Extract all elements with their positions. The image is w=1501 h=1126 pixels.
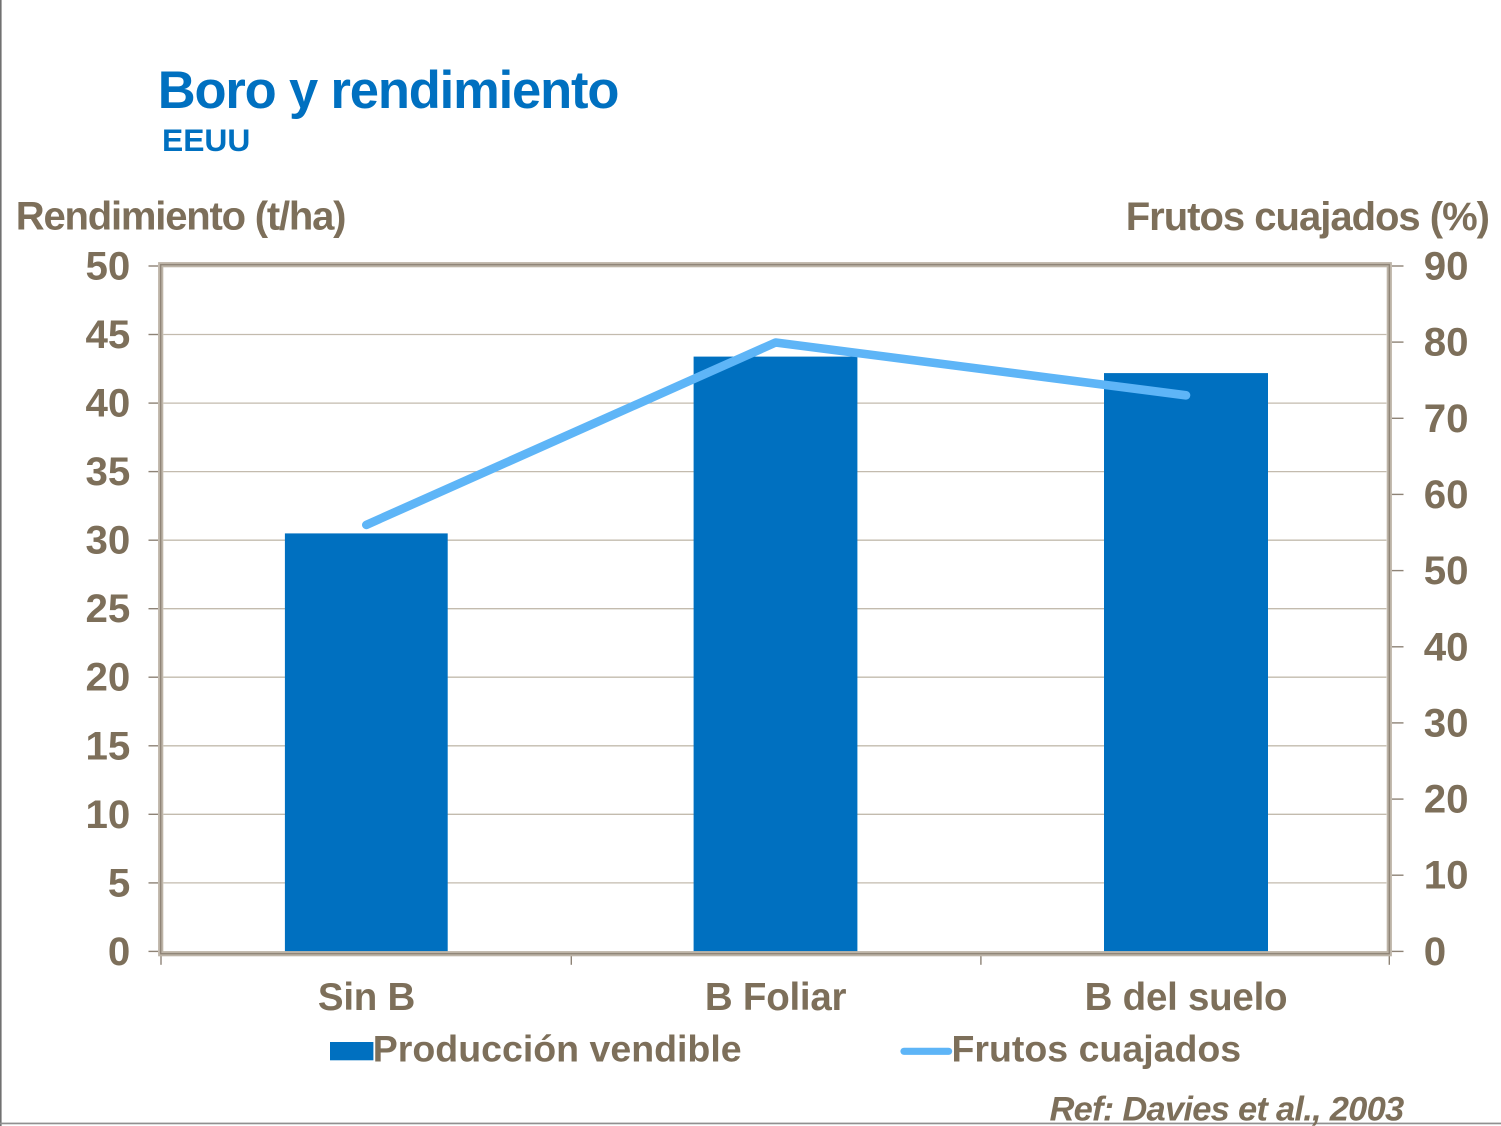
svg-text:30: 30 [85,518,130,563]
svg-text:Rendimiento (t/ha): Rendimiento (t/ha) [16,194,346,238]
svg-text:Boro y rendimiento: Boro y rendimiento [158,61,619,120]
svg-text:45: 45 [85,312,130,357]
svg-text:50: 50 [85,244,130,289]
svg-text:80: 80 [1424,320,1469,365]
svg-text:40: 40 [1424,624,1469,669]
svg-text:40: 40 [85,381,130,426]
svg-text:Ref: Davies et al., 2003: Ref: Davies et al., 2003 [1049,1091,1404,1126]
svg-text:Sin B: Sin B [318,976,415,1019]
svg-text:B Foliar: B Foliar [705,976,847,1019]
svg-text:0: 0 [108,929,130,974]
svg-text:70: 70 [1424,396,1469,441]
svg-text:5: 5 [108,860,130,905]
svg-text:Frutos cuajados: Frutos cuajados [952,1028,1242,1070]
svg-text:25: 25 [85,586,130,631]
svg-text:90: 90 [1424,244,1469,289]
svg-text:10: 10 [1424,853,1469,898]
svg-text:Producción vendible: Producción vendible [373,1028,742,1070]
svg-text:10: 10 [85,792,130,837]
svg-text:20: 20 [85,655,130,700]
svg-text:15: 15 [85,723,130,768]
svg-text:30: 30 [1424,700,1469,745]
svg-text:50: 50 [1424,548,1469,593]
svg-text:35: 35 [85,449,130,494]
svg-text:B del suelo: B del suelo [1085,976,1288,1019]
svg-text:EEUU: EEUU [162,122,250,158]
svg-text:20: 20 [1424,777,1469,822]
svg-text:60: 60 [1424,472,1469,517]
svg-text:Frutos cuajados (%): Frutos cuajados (%) [1126,195,1489,239]
svg-text:0: 0 [1424,929,1446,974]
